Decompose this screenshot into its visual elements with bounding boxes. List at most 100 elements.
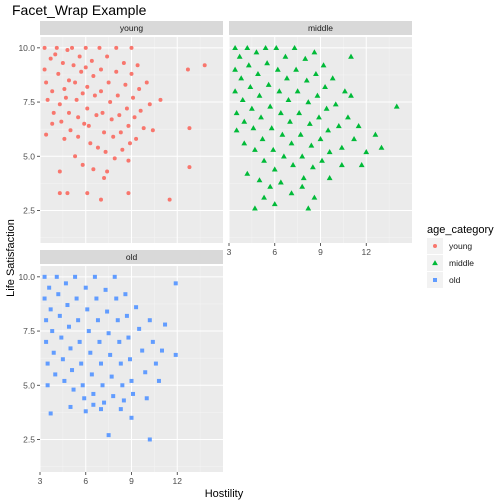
data-point-middle xyxy=(348,92,354,98)
data-point-old xyxy=(118,407,123,412)
data-point-young xyxy=(48,56,53,61)
data-point-young xyxy=(167,197,172,202)
data-point-old xyxy=(48,411,53,416)
data-point-middle xyxy=(308,142,315,148)
data-point-old xyxy=(83,409,88,414)
data-point-middle xyxy=(309,164,316,170)
data-point-middle xyxy=(393,103,400,109)
data-point-old xyxy=(42,274,47,279)
facet-strip-label: middle xyxy=(308,23,333,33)
facet-panels: young 2.5 5.0 7.5 10.0 middle 3 6 9 12 old 2.5 5.0 7.… xyxy=(18,21,412,486)
x-tick-label: 3 xyxy=(227,247,232,257)
data-point-young xyxy=(141,126,146,131)
data-point-old xyxy=(117,339,122,344)
data-point-middle xyxy=(238,75,245,81)
data-point-middle xyxy=(306,120,313,126)
data-point-middle xyxy=(281,153,287,159)
data-point-middle xyxy=(288,190,295,196)
data-point-old xyxy=(163,322,168,327)
data-point-young xyxy=(76,134,81,139)
data-point-young xyxy=(56,71,61,76)
data-point-middle xyxy=(261,194,267,200)
data-point-young xyxy=(114,45,119,50)
data-point-middle xyxy=(265,81,272,87)
data-point-old xyxy=(156,378,161,383)
facet-panel-old: old 2.5 5.0 7.5 10.0 3 6 9 12 xyxy=(18,250,223,486)
data-point-old xyxy=(150,339,155,344)
data-point-middle xyxy=(284,75,290,81)
facet-panel-young: young 2.5 5.0 7.5 10.0 xyxy=(18,21,223,243)
data-point-middle xyxy=(277,179,284,185)
data-point-old xyxy=(134,305,139,310)
data-point-old xyxy=(173,352,178,357)
data-point-old xyxy=(74,296,79,301)
data-point-middle xyxy=(302,55,309,61)
data-point-old xyxy=(68,404,73,409)
data-point-middle xyxy=(247,83,254,90)
data-point-old xyxy=(112,274,117,279)
y-tick-label: 10.0 xyxy=(18,43,35,53)
data-point-old xyxy=(99,361,103,366)
data-point-young xyxy=(120,147,125,152)
data-point-young xyxy=(68,128,73,133)
y-tick-label: 2.5 xyxy=(23,205,35,215)
data-point-middle xyxy=(294,88,301,94)
data-point-young xyxy=(138,108,143,113)
data-point-middle xyxy=(363,149,370,155)
data-point-young xyxy=(83,45,88,50)
data-point-middle xyxy=(299,183,306,189)
data-point-old xyxy=(57,313,62,318)
data-point-old xyxy=(111,394,116,399)
data-point-middle xyxy=(338,162,345,168)
data-point-middle xyxy=(233,127,240,133)
data-point-young xyxy=(70,45,75,50)
facet-strip xyxy=(40,250,223,264)
data-point-middle xyxy=(256,177,263,183)
data-point-young xyxy=(59,119,64,124)
data-point-old xyxy=(144,396,149,401)
y-tick-label: 5.0 xyxy=(23,151,35,161)
data-point-middle xyxy=(264,60,271,66)
data-point-middle xyxy=(322,83,328,90)
data-point-young xyxy=(144,80,149,85)
data-point-old xyxy=(147,437,152,442)
x-tick-label: 12 xyxy=(173,476,183,486)
data-point-young xyxy=(50,121,55,126)
data-point-middle xyxy=(378,144,385,150)
data-point-young xyxy=(111,134,116,139)
legend-items: young middle old xyxy=(427,238,474,288)
data-point-old xyxy=(123,292,128,297)
data-point-young xyxy=(185,67,190,72)
data-point-middle xyxy=(261,157,267,163)
data-point-young xyxy=(62,87,67,92)
data-point-young xyxy=(57,169,62,174)
data-point-old xyxy=(131,391,136,396)
data-point-young xyxy=(115,93,120,98)
y-tick-label: 5.0 xyxy=(23,380,35,390)
data-point-old xyxy=(89,372,94,377)
data-point-middle xyxy=(232,44,238,51)
data-point-young xyxy=(187,165,192,170)
data-point-old xyxy=(91,391,96,396)
data-point-middle xyxy=(267,103,274,109)
data-point-old xyxy=(66,324,71,329)
data-point-middle xyxy=(319,157,325,163)
data-point-young xyxy=(108,100,113,105)
data-point-young xyxy=(63,95,68,100)
data-point-young xyxy=(106,80,111,85)
data-point-middle xyxy=(291,44,298,51)
data-point-middle xyxy=(271,201,278,207)
data-point-middle xyxy=(297,131,304,137)
data-point-old xyxy=(99,407,103,412)
data-point-old xyxy=(44,318,49,323)
data-point-middle xyxy=(332,101,339,107)
data-point-old xyxy=(95,318,100,323)
data-point-middle xyxy=(267,183,274,189)
data-point-young xyxy=(50,89,55,94)
legend: age_category young middle old xyxy=(427,224,494,288)
y-tick-label: 7.5 xyxy=(23,326,35,336)
legend-key-old: old xyxy=(427,272,461,288)
data-point-young xyxy=(73,80,78,85)
data-point-young xyxy=(137,87,142,92)
data-point-old xyxy=(105,309,110,314)
